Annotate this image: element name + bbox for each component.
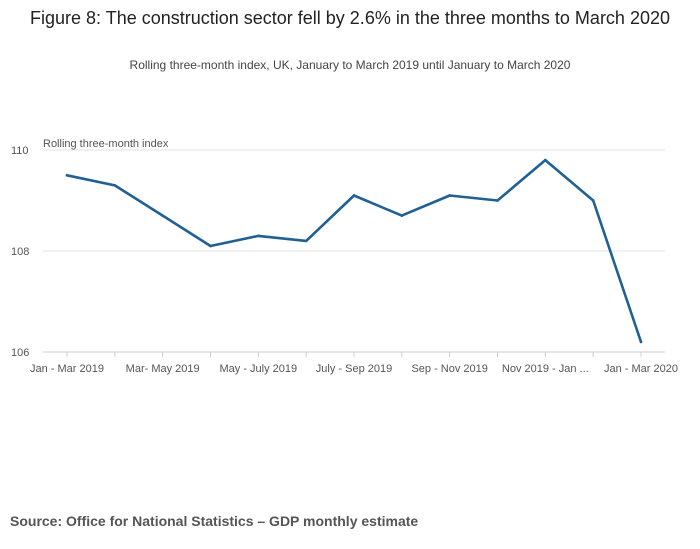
data-point — [591, 199, 595, 202]
source-note: Source: Office for National Statistics –… — [10, 513, 419, 529]
chart-subtitle: Rolling three-month index, UK, January t… — [129, 58, 571, 72]
data-point — [209, 244, 212, 248]
data-point — [304, 239, 308, 243]
x-tick-label: Sep - Nov 2019 — [411, 363, 487, 375]
data-point — [496, 199, 499, 202]
chart-title: Figure 8: The construction sector fell b… — [29, 8, 670, 28]
data-point — [639, 340, 643, 344]
y-tick-label: 108 — [11, 246, 29, 258]
y-tick-label: 110 — [11, 145, 29, 157]
data-point — [544, 158, 547, 162]
x-tick-label: Jan - Mar 2019 — [30, 363, 104, 375]
x-tick-label: Nov 2019 - Jan ... — [502, 363, 589, 375]
data-point — [113, 184, 117, 187]
data-point — [65, 173, 69, 177]
y-axis-label: Rolling three-month index — [43, 138, 169, 150]
y-tick-label: 106 — [11, 347, 29, 359]
data-point — [161, 214, 164, 217]
data-point — [257, 234, 260, 238]
data-point — [352, 194, 356, 197]
x-tick-label: July - Sep 2019 — [316, 363, 392, 375]
x-tick-label: Jan - Mar 2020 — [604, 363, 678, 375]
x-tick-label: May - July 2019 — [220, 363, 298, 375]
data-point — [400, 214, 404, 217]
data-point — [448, 194, 451, 197]
x-tick-label: Mar- May 2019 — [126, 363, 200, 375]
